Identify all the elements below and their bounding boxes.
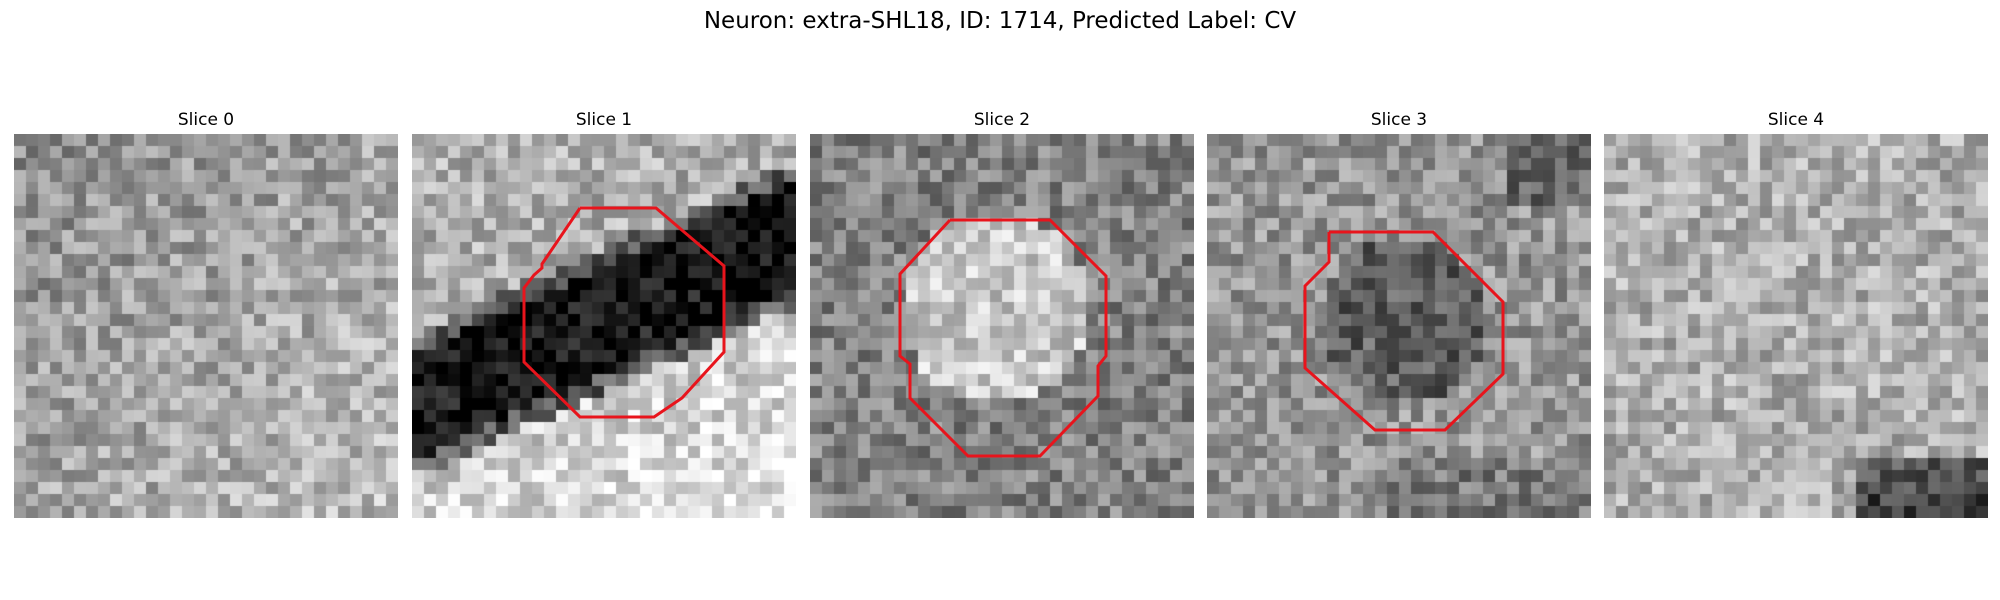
slice-panel-4: Slice 4 bbox=[1604, 108, 1988, 518]
figure-title: Neuron: extra-SHL18, ID: 1714, Predicted… bbox=[703, 8, 1297, 34]
slice-2-image bbox=[810, 134, 1194, 518]
slice-title: Slice 3 bbox=[1370, 110, 1428, 130]
slice-panel-2: Slice 2 bbox=[810, 108, 1194, 518]
slice-3-image bbox=[1207, 134, 1591, 518]
slice-3-contour bbox=[1303, 230, 1505, 432]
slice-4-image bbox=[1604, 134, 1988, 518]
slice-2-contour bbox=[898, 218, 1108, 458]
slice-1-image bbox=[412, 134, 796, 518]
slice-0-image bbox=[14, 134, 398, 518]
slice-panel-0: Slice 0 bbox=[14, 108, 398, 518]
slice-title: Slice 2 bbox=[973, 110, 1031, 130]
slice-panel-3: Slice 3 bbox=[1207, 108, 1591, 518]
slice-1-contour bbox=[522, 206, 726, 419]
slice-panel-1: Slice 1 bbox=[412, 108, 796, 518]
slice-title: Slice 1 bbox=[575, 110, 633, 130]
slice-title: Slice 0 bbox=[177, 110, 235, 130]
slice-title: Slice 4 bbox=[1767, 110, 1825, 130]
